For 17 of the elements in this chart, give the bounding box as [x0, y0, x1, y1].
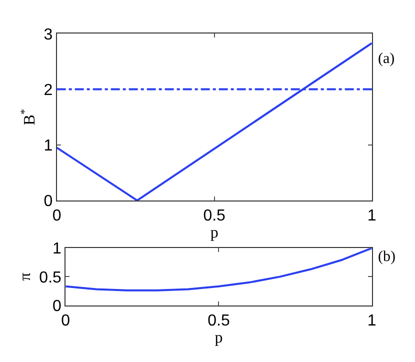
y-tick-label: 1 — [52, 240, 62, 258]
x-tick-label: 0.5 — [208, 312, 230, 330]
x-tick-label: 1 — [367, 312, 376, 330]
y-tick-label: 1 — [44, 137, 53, 154]
y-tick-label: 0.5 — [39, 269, 62, 286]
y-tick-label: 2 — [44, 82, 53, 99]
y-tick-label: 3 — [44, 26, 53, 44]
x-axis-title: p — [214, 330, 223, 346]
x-tick-label: 1 — [367, 208, 376, 225]
text: (b) — [378, 249, 396, 265]
y-tick-label: 0 — [44, 193, 53, 210]
text: (a) — [378, 51, 395, 67]
x-tick-label: 0.5 — [203, 208, 226, 225]
x-axis-title: p — [210, 224, 218, 242]
y-tick-label: 0 — [52, 298, 62, 315]
y-axis-title: π — [17, 272, 34, 281]
line-series — [66, 248, 372, 292]
